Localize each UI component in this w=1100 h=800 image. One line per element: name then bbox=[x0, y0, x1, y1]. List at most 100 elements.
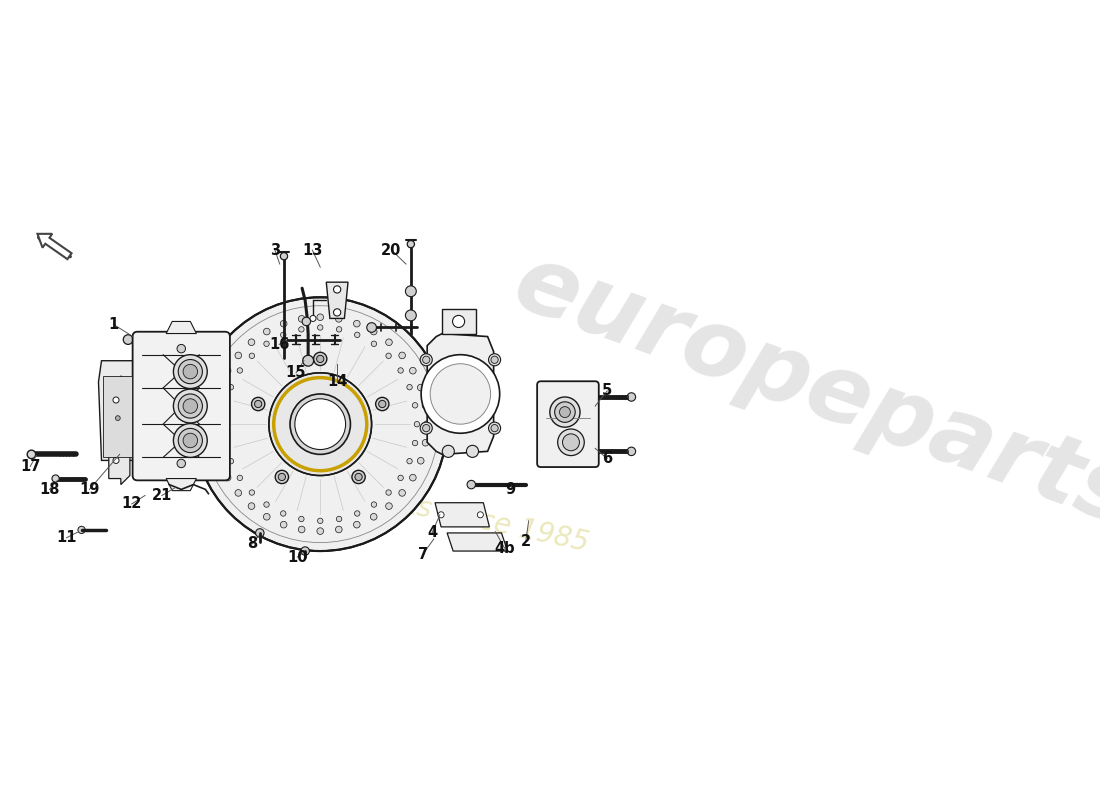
Circle shape bbox=[421, 354, 499, 434]
Circle shape bbox=[398, 368, 404, 373]
Circle shape bbox=[249, 502, 255, 510]
Circle shape bbox=[178, 359, 202, 384]
Circle shape bbox=[422, 402, 429, 409]
Circle shape bbox=[407, 241, 415, 248]
Circle shape bbox=[417, 384, 424, 391]
Circle shape bbox=[378, 400, 386, 408]
FancyBboxPatch shape bbox=[537, 382, 598, 467]
Circle shape bbox=[442, 446, 454, 458]
Polygon shape bbox=[447, 533, 507, 551]
Circle shape bbox=[78, 526, 85, 534]
Circle shape bbox=[420, 354, 432, 366]
Circle shape bbox=[317, 355, 323, 362]
Circle shape bbox=[417, 458, 424, 464]
Circle shape bbox=[290, 394, 351, 454]
Text: 11: 11 bbox=[56, 530, 77, 546]
Circle shape bbox=[488, 354, 501, 366]
Text: 17: 17 bbox=[20, 459, 41, 474]
Circle shape bbox=[211, 439, 218, 446]
Circle shape bbox=[250, 353, 254, 358]
Polygon shape bbox=[102, 376, 132, 458]
Circle shape bbox=[422, 439, 429, 446]
Circle shape bbox=[371, 328, 377, 335]
Circle shape bbox=[235, 490, 242, 496]
Text: 8: 8 bbox=[248, 536, 257, 551]
FancyBboxPatch shape bbox=[133, 332, 230, 480]
Circle shape bbox=[217, 458, 223, 464]
Circle shape bbox=[477, 512, 483, 518]
Circle shape bbox=[337, 516, 342, 522]
Circle shape bbox=[228, 385, 233, 390]
Circle shape bbox=[333, 286, 341, 293]
Circle shape bbox=[224, 474, 231, 481]
Circle shape bbox=[183, 398, 198, 414]
Circle shape bbox=[280, 332, 286, 338]
Polygon shape bbox=[442, 310, 475, 334]
Circle shape bbox=[371, 514, 377, 520]
Circle shape bbox=[560, 406, 571, 418]
Circle shape bbox=[177, 345, 186, 353]
FancyArrow shape bbox=[37, 234, 72, 259]
Circle shape bbox=[298, 326, 304, 332]
Circle shape bbox=[211, 402, 218, 409]
Circle shape bbox=[298, 526, 305, 533]
Circle shape bbox=[280, 320, 287, 327]
Circle shape bbox=[491, 356, 498, 363]
Text: 13: 13 bbox=[302, 242, 322, 258]
Circle shape bbox=[412, 440, 418, 446]
Circle shape bbox=[317, 528, 323, 534]
Text: 15: 15 bbox=[286, 366, 306, 380]
Circle shape bbox=[355, 474, 362, 481]
Circle shape bbox=[562, 434, 580, 450]
Circle shape bbox=[52, 475, 59, 482]
Text: 3: 3 bbox=[270, 242, 280, 258]
Circle shape bbox=[420, 422, 432, 434]
Circle shape bbox=[221, 422, 227, 427]
Circle shape bbox=[280, 510, 286, 516]
Circle shape bbox=[113, 397, 119, 403]
Circle shape bbox=[298, 315, 305, 322]
Circle shape bbox=[366, 322, 376, 332]
Circle shape bbox=[210, 421, 217, 427]
Circle shape bbox=[264, 502, 270, 507]
Circle shape bbox=[452, 315, 464, 327]
Circle shape bbox=[415, 422, 419, 427]
Text: 4b: 4b bbox=[494, 541, 515, 555]
Polygon shape bbox=[166, 478, 197, 490]
Text: 16: 16 bbox=[270, 337, 289, 352]
Circle shape bbox=[353, 320, 360, 327]
Circle shape bbox=[412, 402, 418, 408]
Circle shape bbox=[409, 367, 416, 374]
Circle shape bbox=[310, 315, 316, 322]
Circle shape bbox=[252, 398, 265, 410]
Circle shape bbox=[222, 440, 228, 446]
Text: 14: 14 bbox=[327, 374, 348, 390]
Circle shape bbox=[228, 458, 233, 464]
Circle shape bbox=[386, 490, 392, 495]
Circle shape bbox=[558, 429, 584, 455]
Circle shape bbox=[386, 339, 393, 346]
Circle shape bbox=[116, 416, 120, 421]
Text: 2: 2 bbox=[520, 534, 530, 550]
Circle shape bbox=[424, 421, 430, 427]
Circle shape bbox=[488, 422, 501, 434]
Polygon shape bbox=[327, 282, 348, 318]
Text: europeparts: europeparts bbox=[502, 237, 1100, 547]
Circle shape bbox=[409, 474, 416, 481]
Circle shape bbox=[438, 512, 444, 518]
Circle shape bbox=[249, 339, 255, 346]
Polygon shape bbox=[166, 322, 197, 334]
Circle shape bbox=[28, 450, 35, 458]
Circle shape bbox=[174, 354, 207, 389]
Circle shape bbox=[174, 389, 207, 423]
Circle shape bbox=[468, 480, 475, 489]
Polygon shape bbox=[434, 502, 490, 527]
Text: a passion for parts since 1985: a passion for parts since 1985 bbox=[175, 442, 592, 557]
Text: 1: 1 bbox=[109, 317, 119, 332]
Circle shape bbox=[354, 332, 360, 338]
Circle shape bbox=[235, 352, 242, 358]
Text: 6: 6 bbox=[602, 451, 613, 466]
Circle shape bbox=[407, 458, 412, 464]
Text: 12: 12 bbox=[121, 497, 142, 511]
Circle shape bbox=[352, 470, 365, 484]
